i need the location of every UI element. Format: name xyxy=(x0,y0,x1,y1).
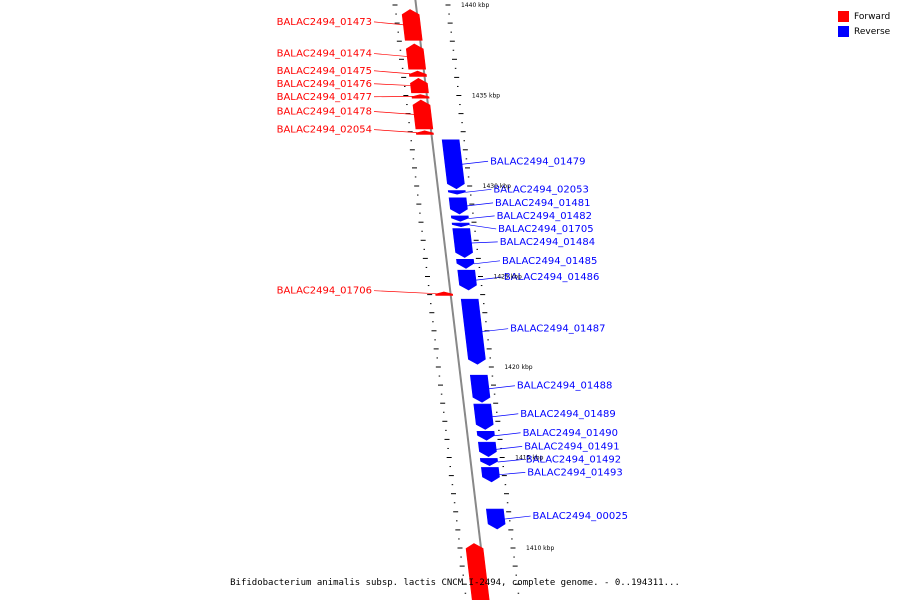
legend-swatch-forward xyxy=(838,11,849,22)
legend-item-reverse: Reverse xyxy=(838,24,900,39)
gene-label-balac2494-01485: BALAC2494_01485 xyxy=(502,256,597,267)
gene-arrow-reverse xyxy=(477,441,497,457)
legend-swatch-reverse xyxy=(838,26,849,37)
gene-label-balac2494-01491: BALAC2494_01491 xyxy=(524,441,619,452)
tick-layer xyxy=(392,4,520,594)
genome-caption: Bifidobacterium animalis subsp. lactis C… xyxy=(230,578,680,588)
gene-arrow-reverse xyxy=(451,222,470,228)
gene-arrow-forward xyxy=(405,43,427,70)
legend-label-reverse: Reverse xyxy=(854,26,891,37)
leader-line xyxy=(471,241,498,244)
gene-label-balac2494-01486: BALAC2494_01486 xyxy=(504,272,599,283)
gene-arrow-reverse xyxy=(447,190,466,195)
gene-arrow-reverse xyxy=(452,228,473,258)
gene-label-balac2494-02053: BALAC2494_02053 xyxy=(493,184,588,195)
leader-line xyxy=(469,224,497,230)
scale-label: 1440 kbp xyxy=(461,2,489,9)
gene-label-balac2494-01476: BALAC2494_01476 xyxy=(277,79,372,90)
legend: Forward Reverse xyxy=(838,9,900,39)
gene-label-balac2494-01705: BALAC2494_01705 xyxy=(498,224,593,235)
leader-line xyxy=(373,129,418,133)
leader-line xyxy=(468,215,495,219)
gene-label-balac2494-01479: BALAC2494_01479 xyxy=(490,156,585,167)
scale-label: 1410 kbp xyxy=(526,545,554,552)
gene-arrow-reverse xyxy=(460,298,486,365)
gene-label-balac2494-01478: BALAC2494_01478 xyxy=(277,107,372,118)
gene-arrow-reverse xyxy=(479,458,498,466)
gene-arrow-reverse xyxy=(473,403,494,430)
scale-label: 1435 kbp xyxy=(472,93,500,100)
scale-label: 1425 kbp xyxy=(494,274,522,281)
gene-label-balac2494-01475: BALAC2494_01475 xyxy=(277,66,372,77)
gene-arrow-forward xyxy=(412,99,434,130)
scale-label: 1415 kbp xyxy=(515,455,543,462)
gene-arrow-forward xyxy=(408,70,427,77)
gene-label-balac2494-01474: BALAC2494_01474 xyxy=(277,49,372,60)
leader-line xyxy=(373,83,412,86)
gene-label-balac2494-01487: BALAC2494_01487 xyxy=(510,324,605,335)
gene-label-balac2494-01488: BALAC2494_01488 xyxy=(517,381,612,392)
gene-arrow-reverse xyxy=(481,467,500,483)
leader-line xyxy=(373,290,437,295)
gene-label-balac2494-01492: BALAC2494_01492 xyxy=(526,454,621,465)
gene-label-balac2494-01489: BALAC2494_01489 xyxy=(520,409,615,420)
gene-arrow-forward xyxy=(415,130,434,135)
gene-arrow-reverse xyxy=(456,259,475,269)
gene-label-balac2494-01490: BALAC2494_01490 xyxy=(523,428,618,439)
leader-line xyxy=(462,160,489,165)
gene-label-balac2494-01482: BALAC2494_01482 xyxy=(497,211,592,222)
leader-line xyxy=(473,260,501,265)
gene-arrow-reverse xyxy=(476,430,495,441)
gene-arrow-reverse xyxy=(469,374,491,403)
leader-line xyxy=(467,202,494,207)
leader-line xyxy=(465,188,492,193)
leader-line xyxy=(496,446,523,450)
gene-arrow-reverse xyxy=(486,508,506,530)
gene-label-balac2494-00025: BALAC2494_00025 xyxy=(533,511,628,522)
leader-line-layer xyxy=(373,21,531,520)
gene-label-balac2494-01481: BALAC2494_01481 xyxy=(495,198,590,209)
leader-line xyxy=(499,472,526,476)
gene-layer xyxy=(401,9,506,600)
gene-label-balac2494-01473: BALAC2494_01473 xyxy=(277,17,372,28)
leader-line xyxy=(373,21,405,26)
leader-line xyxy=(504,515,531,520)
gene-label-layer: BALAC2494_01473 BALAC2494_01474 BALAC2494_… xyxy=(277,17,628,522)
scale-label: 1420 kbp xyxy=(504,364,532,371)
leader-line xyxy=(497,459,524,463)
scale-label: 1430 kbp xyxy=(483,183,511,190)
leader-line xyxy=(373,70,411,75)
leader-line xyxy=(494,432,521,437)
scale-label-layer: 1440 kbp 1435 kbp 1430 kbp 1425 kbp 1420 kbp… xyxy=(461,2,554,552)
gene-arrow-forward xyxy=(401,9,423,41)
leader-line xyxy=(373,53,409,57)
gene-arrow-forward xyxy=(410,77,429,94)
gene-label-balac2494-01477: BALAC2494_01477 xyxy=(277,92,372,103)
gene-arrow-reverse xyxy=(441,139,465,190)
leader-line xyxy=(373,111,416,115)
leader-line xyxy=(475,276,502,281)
legend-item-forward: Forward xyxy=(838,9,900,24)
leader-line xyxy=(482,328,509,333)
gene-label-balac2494-01484: BALAC2494_01484 xyxy=(500,237,595,248)
gene-arrow-reverse xyxy=(450,215,469,222)
gene-label-balac2494-01493: BALAC2494_01493 xyxy=(527,467,622,478)
gene-arrow-reverse xyxy=(448,197,468,215)
gene-arrow-forward xyxy=(435,291,454,296)
leader-line xyxy=(492,413,519,418)
gene-label-balac2494-02054: BALAC2494_02054 xyxy=(277,125,372,136)
gene-label-balac2494-01706: BALAC2494_01706 xyxy=(277,286,372,297)
leader-line xyxy=(488,385,515,390)
gene-arrow-forward xyxy=(465,543,490,600)
legend-label-forward: Forward xyxy=(854,11,891,22)
gene-arrow-reverse xyxy=(457,269,477,291)
gene-arrow-forward xyxy=(411,94,430,99)
